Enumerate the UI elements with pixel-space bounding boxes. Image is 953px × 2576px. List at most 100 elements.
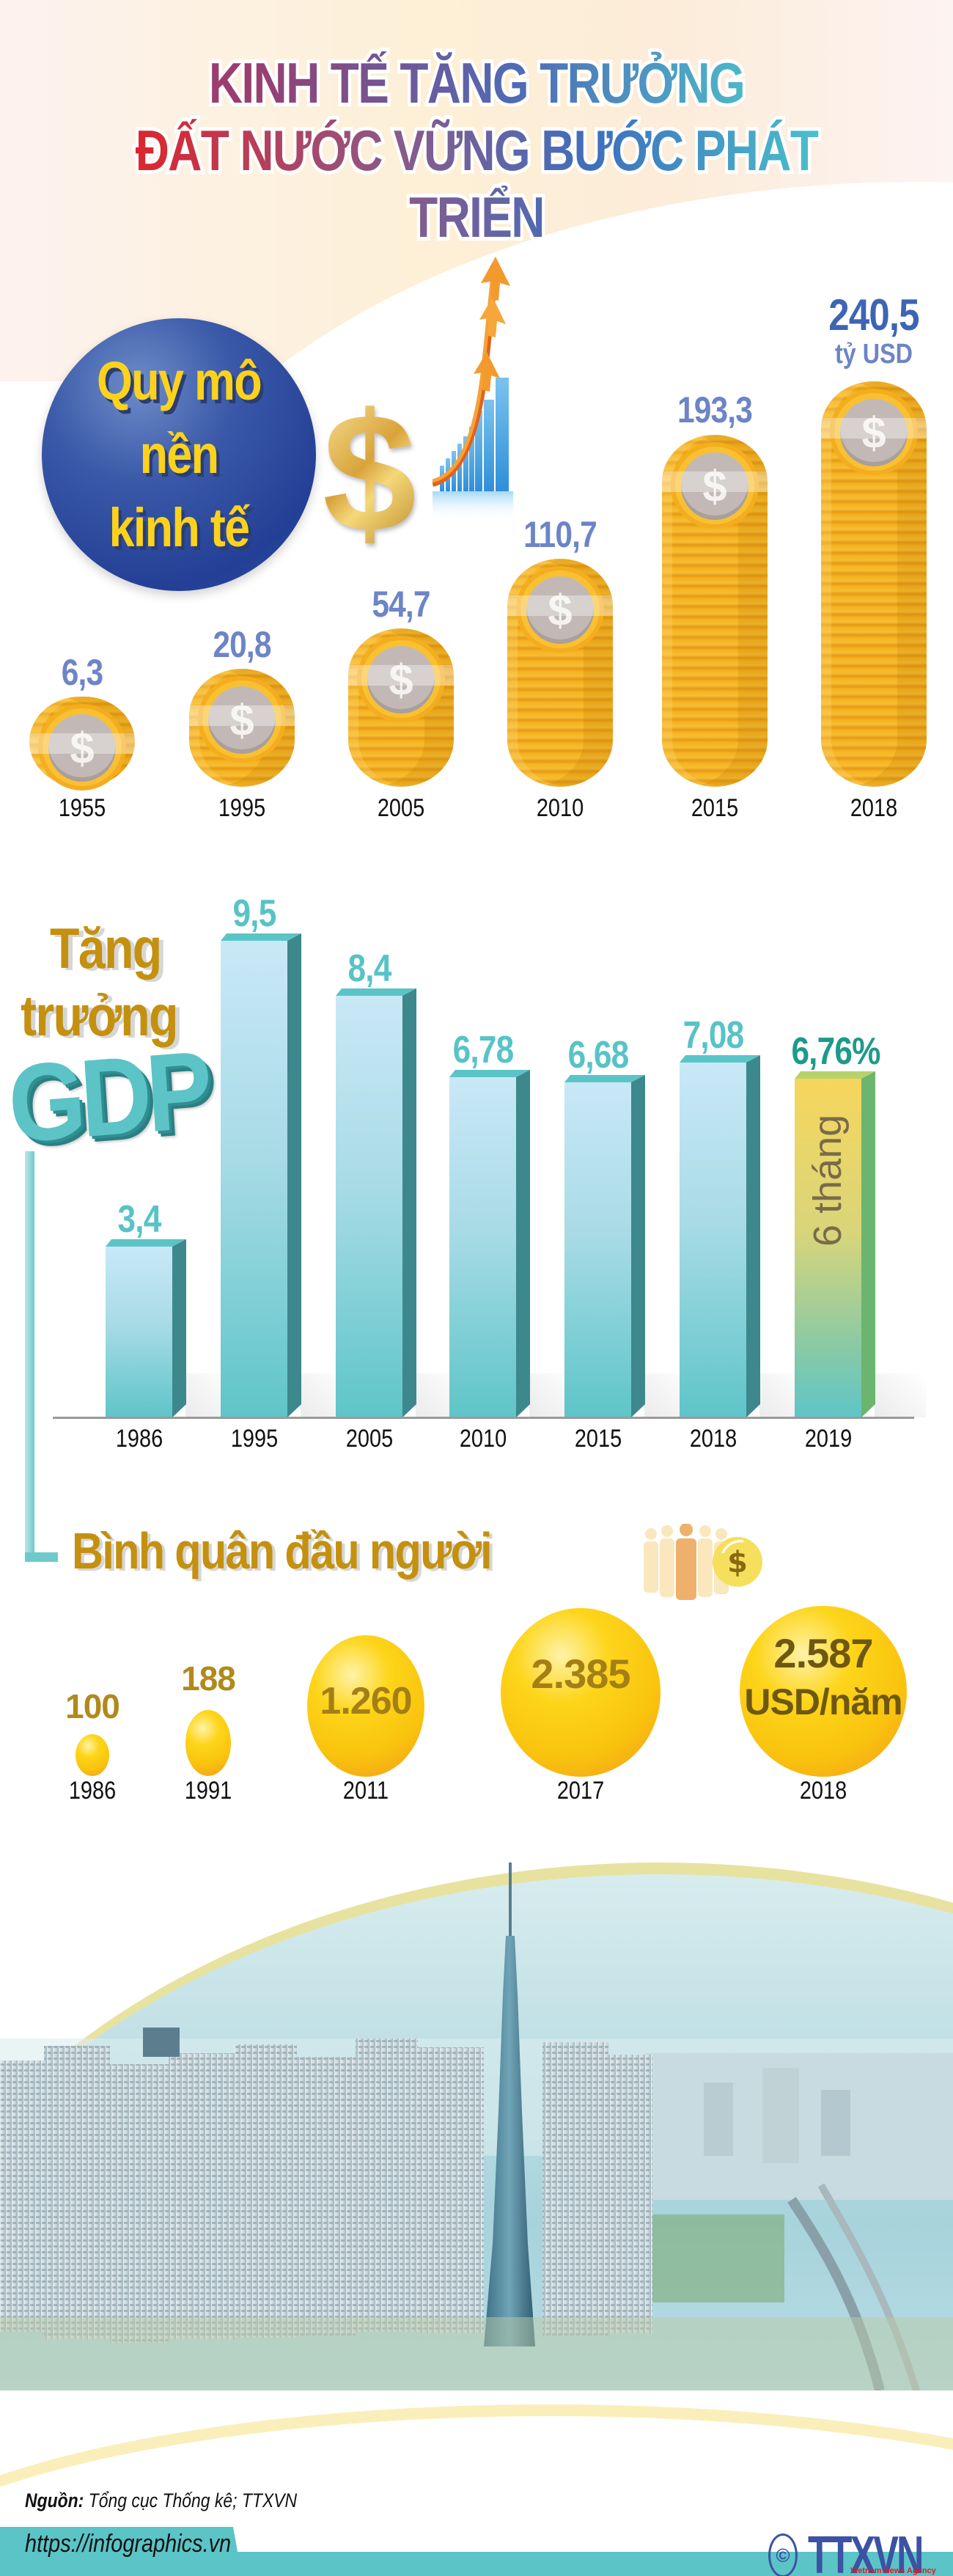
bar-value-2018: 7,08	[682, 1014, 744, 1057]
coin-stack-2018: $	[821, 381, 927, 787]
website-link[interactable]: https://infographics.vn	[25, 2530, 232, 2558]
bar-value-2010: 6,78	[452, 1029, 514, 1071]
year-label: 2018	[799, 1777, 847, 1805]
copyright-icon: ©	[768, 2533, 798, 2576]
year-label: 1995	[230, 1425, 279, 1453]
economy-scale-badge-text: Quy mô nền kinh tế	[42, 345, 316, 565]
year-label: 2010	[459, 1425, 507, 1453]
coin-value-2015: 193,3	[677, 389, 753, 430]
bubble-1986	[76, 1734, 109, 1776]
bar-top	[336, 988, 416, 996]
year-label: 1995	[218, 794, 266, 822]
coin-shine	[507, 595, 613, 616]
gdp-title-line2: trưởng	[21, 983, 179, 1048]
coin-value-2010: 110,7	[523, 514, 597, 555]
bar-top	[449, 1070, 530, 1077]
year-label: 2010	[536, 794, 584, 822]
year-label: 2011	[342, 1777, 389, 1805]
gdp-bar-2019	[795, 1079, 861, 1417]
coin-shine	[29, 733, 135, 754]
bar-side	[861, 1071, 875, 1417]
coin-value-1955: 6,3	[61, 652, 103, 693]
year-label: 1955	[58, 794, 106, 822]
section-bracket-line	[25, 1151, 34, 1562]
year-label: 1986	[68, 1777, 117, 1805]
year-label: 2018	[850, 794, 898, 822]
per-capita-value-2011: 1.260	[320, 1680, 412, 1722]
bar-value-2015: 6,68	[567, 1034, 629, 1076]
coin-value-2018: 240,5	[828, 290, 919, 340]
per-capita-value-2017: 2.385	[531, 1651, 630, 1697]
per-capita-unit: USD/năm	[744, 1681, 902, 1722]
dollar-icon: $	[208, 686, 276, 754]
coin-shine	[189, 705, 295, 726]
badge-line: Quy mô	[97, 351, 262, 411]
coin-shine	[348, 665, 454, 686]
per-capita-value-1991: 188	[181, 1659, 236, 1698]
gdp-title-line1: Tăng	[50, 916, 162, 980]
per-capita-value-2018: 2.587	[773, 1630, 873, 1676]
skyline-illustration	[0, 1863, 953, 2390]
bar-top	[680, 1055, 760, 1063]
logo-subtitle: Vietnam News Agency	[850, 2566, 936, 2575]
dollar-icon: $	[681, 452, 748, 520]
bar-value-2019: 6,76%	[791, 1030, 880, 1073]
logo-wordmark: TTXVN	[808, 2526, 924, 2576]
source-credit: Nguồn: Tổng cục Thống kê; TTXVN	[25, 2489, 297, 2512]
bar-side	[402, 988, 416, 1417]
coin-stack-1995: $	[189, 669, 295, 787]
bubble-2017	[501, 1608, 661, 1777]
bar-side	[516, 1070, 530, 1417]
svg-text:$: $	[727, 1546, 748, 1579]
dollar-icon: $	[48, 714, 116, 782]
coin-unit: tỷ USD	[835, 339, 913, 370]
title-line2: ĐẤT NƯỚC VỮNG BƯỚC PHÁT TRIỂN	[86, 117, 867, 251]
badge-line: kinh tế	[108, 497, 251, 558]
coin-value-2005: 54,7	[372, 584, 430, 625]
bar-side	[631, 1075, 645, 1417]
coin-stack-2010: $	[507, 559, 613, 787]
year-label: 2018	[689, 1425, 737, 1453]
bar-side	[172, 1239, 186, 1417]
dollar-icon: $	[526, 576, 594, 644]
coin-stack-1955: $	[29, 697, 135, 790]
gold-dollar-icon: $	[323, 378, 416, 567]
gdp-bar-2015	[564, 1082, 631, 1417]
year-label: 2015	[691, 794, 739, 822]
bar-value-2005: 8,4	[347, 947, 392, 990]
year-label: 1991	[184, 1777, 232, 1805]
city-skyline-image	[0, 1863, 953, 2390]
gdp-bar-2018	[680, 1063, 746, 1417]
footer-tab	[0, 2527, 242, 2576]
gdp-bar-2005	[336, 996, 402, 1417]
coin-face: $	[198, 676, 286, 763]
bar-top	[221, 933, 301, 941]
section-bracket-foot	[25, 1552, 58, 1562]
coin-stack-2005: $	[348, 628, 454, 787]
bar-top	[795, 1071, 875, 1079]
coin-shine	[662, 471, 768, 492]
bar-top	[106, 1239, 186, 1247]
coin-shine	[821, 418, 927, 438]
badge-line: nền	[139, 424, 219, 485]
bubble-2011	[307, 1635, 424, 1777]
year-label: 2017	[556, 1777, 605, 1805]
bar-shadow	[875, 1373, 926, 1417]
source-label: Nguồn:	[25, 2489, 84, 2511]
ttxvn-logo: © TTXVN	[768, 2526, 953, 2576]
gdp-bar-1986	[106, 1247, 172, 1417]
year-label: 2019	[804, 1425, 853, 1453]
title-line1: KINH TẾ TĂNG TRƯỞNG	[86, 50, 867, 117]
gdp-3d-word: GDP	[4, 1027, 211, 1166]
coin-stack-2015: $	[662, 435, 768, 787]
coin-face: $	[516, 566, 604, 653]
dollar-icon: $	[840, 399, 908, 466]
gdp-bar-1995	[221, 941, 287, 1417]
dollar-icon: $	[367, 646, 435, 713]
bar-value-1986: 3,4	[117, 1198, 162, 1241]
people-coin-icon: $	[644, 1524, 762, 1600]
chart-baseline	[53, 1417, 914, 1419]
coin-face: $	[671, 442, 759, 529]
title-line1-outline: KINH TẾ TĂNG TRƯỞNG	[86, 47, 867, 119]
bar-side	[287, 933, 301, 1417]
